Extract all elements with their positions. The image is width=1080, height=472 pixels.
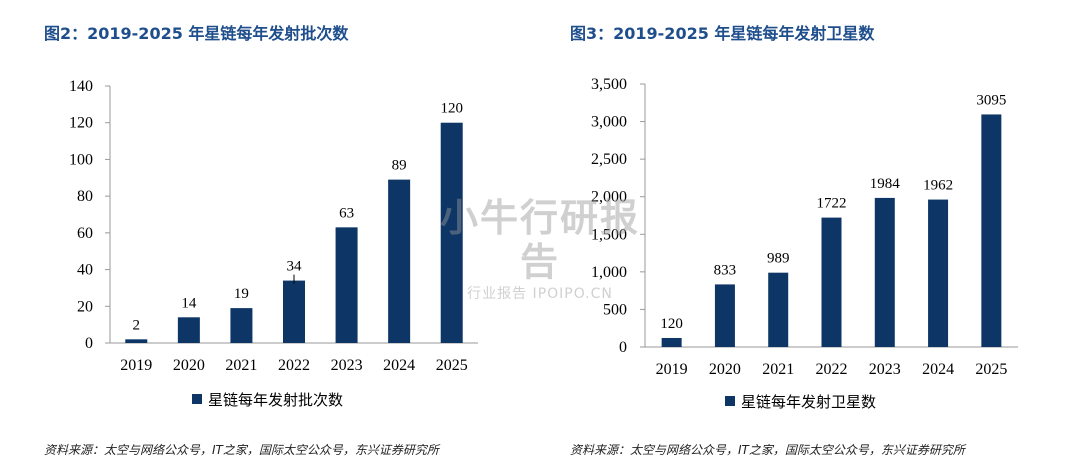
- bar-2025: [440, 122, 463, 343]
- legend-swatch: [725, 396, 735, 406]
- chart-launches-svg: 0 20 40 60 80 100 120 140 2 2019 14 2020 19 2021 34 202…: [69, 78, 478, 409]
- y-tick-label: 3,000: [591, 114, 627, 131]
- bar-2021: [230, 308, 253, 343]
- bar-2020: [714, 284, 735, 347]
- data-label-2021: 989: [767, 251, 790, 267]
- data-label-2024: 1962: [923, 178, 953, 194]
- y-tick-label: 3,500: [591, 76, 627, 93]
- x-tick-label-2024: 2024: [383, 357, 415, 374]
- x-tick-label-2019: 2019: [656, 361, 688, 378]
- data-label-2024: 89: [392, 158, 407, 174]
- data-label-2022: 1722: [817, 196, 847, 212]
- data-label-2022: 34: [287, 259, 303, 275]
- data-label-2019: 120: [660, 316, 683, 332]
- y-tick-label: 0: [85, 335, 93, 352]
- y-tick-label: 1,500: [591, 226, 627, 243]
- x-tick-label-2023: 2023: [331, 357, 363, 374]
- bar-2024: [928, 199, 949, 347]
- legend-label: 星链每年发射批次数: [208, 391, 343, 409]
- x-tick-label-2021: 2021: [762, 361, 794, 378]
- y-tick-label: 80: [77, 188, 93, 205]
- y-tick-label: 1,000: [591, 264, 627, 281]
- chart-panel-launches: 图2：2019-2025 年星链每年发射批次数 0 20 40 60 80 100 120 1…: [44, 24, 478, 457]
- data-label-2025: 3095: [976, 92, 1006, 108]
- y-tick-label: 2,500: [591, 151, 627, 168]
- legend-label: 星链每年发射卫星数: [741, 393, 876, 411]
- bar-2025: [981, 114, 1002, 347]
- source-note: 资料来源：太空与网络公众号，IT之家，国际太空公众号，东兴证券研究所: [44, 443, 439, 457]
- bar-2023: [335, 227, 358, 343]
- x-tick-label-2024: 2024: [922, 361, 954, 378]
- x-tick-label-2020: 2020: [173, 357, 205, 374]
- y-tick-label: 0: [619, 339, 627, 356]
- bar-2019: [125, 339, 148, 343]
- source-note: 资料来源：太空与网络公众号，IT之家，国际太空公众号，东兴证券研究所: [570, 443, 965, 457]
- y-tick-label: 140: [69, 78, 93, 95]
- y-tick-label: 120: [69, 115, 93, 132]
- data-label-2023: 63: [339, 205, 354, 221]
- bar-2020: [177, 317, 200, 343]
- chart-satellites-svg: 0 500 1,000 1,500 2,000 2,500 3,000 3,500 120 201…: [591, 76, 1018, 411]
- data-label-2021: 19: [234, 286, 249, 302]
- data-label-2020: 14: [181, 295, 197, 311]
- bar-2023: [874, 197, 895, 347]
- x-tick-label-2022: 2022: [816, 361, 848, 378]
- y-tick-label: 20: [77, 298, 93, 315]
- chart-title: 图3：2019-2025 年星链每年发射卫星数: [570, 24, 875, 43]
- data-label-2020: 833: [714, 262, 737, 278]
- chart-panel-satellites: 图3：2019-2025 年星链每年发射卫星数 0 500 1,000 1,500 2,…: [540, 0, 1080, 472]
- data-label-2019: 2: [133, 317, 141, 333]
- x-tick-label-2025: 2025: [975, 361, 1007, 378]
- x-tick-label-2021: 2021: [225, 357, 257, 374]
- y-tick-label: 60: [77, 225, 93, 242]
- x-tick-label-2019: 2019: [120, 357, 152, 374]
- chart-title: 图2：2019-2025 年星链每年发射批次数: [44, 24, 349, 43]
- bar-2024: [388, 179, 411, 343]
- x-tick-label-2020: 2020: [709, 361, 741, 378]
- y-tick-label: 500: [603, 301, 627, 318]
- data-label-2025: 120: [440, 101, 463, 117]
- bar-2022: [283, 280, 305, 343]
- bar-2021: [768, 272, 789, 347]
- y-tick-label: 2,000: [591, 189, 627, 206]
- bar-2022: [821, 217, 842, 347]
- x-tick-label-2025: 2025: [436, 357, 468, 374]
- data-label-2023: 1984: [870, 176, 901, 192]
- y-tick-label: 40: [77, 262, 93, 279]
- x-tick-label-2022: 2022: [278, 357, 310, 374]
- y-tick-label: 100: [69, 151, 93, 168]
- legend-swatch: [192, 394, 202, 404]
- bar-2019: [661, 337, 682, 347]
- x-tick-label-2023: 2023: [869, 361, 901, 378]
